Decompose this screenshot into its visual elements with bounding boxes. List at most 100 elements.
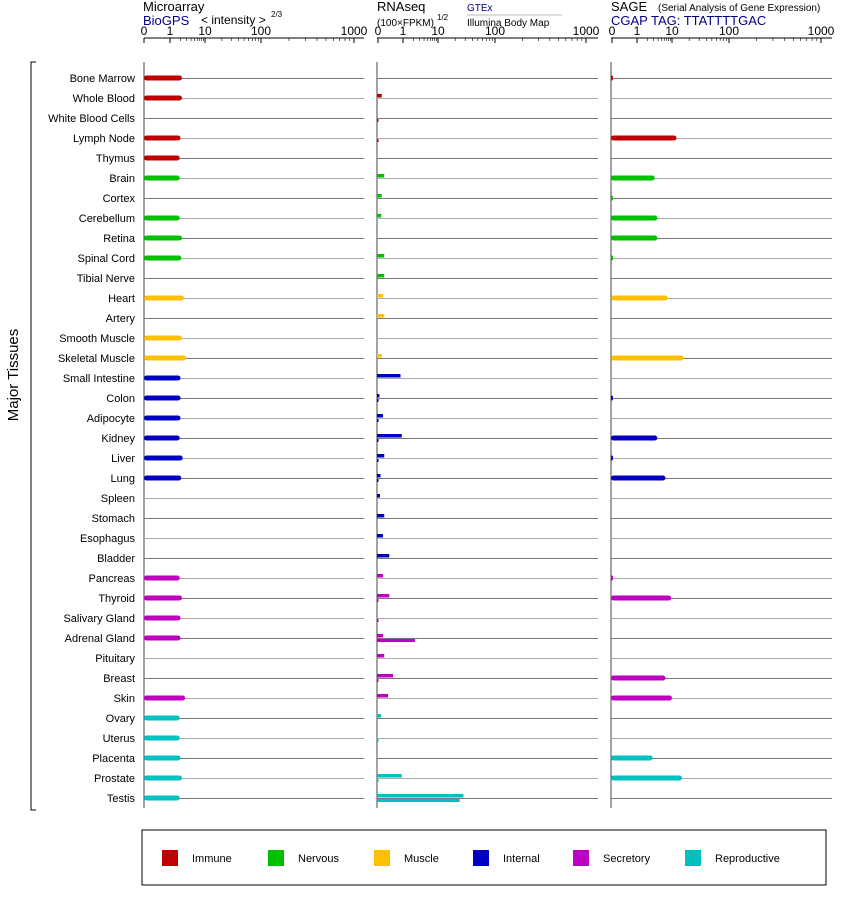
microarray-bar <box>144 455 183 461</box>
major-tissues-label: Major Tissues <box>5 329 22 422</box>
bodymap-bar <box>377 439 379 442</box>
legend-label-internal: Internal <box>503 853 540 865</box>
tissue-label: Uterus <box>103 733 136 745</box>
bodymap-bar <box>377 399 379 402</box>
tissue-label: Lung <box>111 473 135 485</box>
tissue-label: Stomach <box>92 513 135 525</box>
gtex-bar <box>377 794 464 798</box>
microarray-bar <box>144 75 182 81</box>
legend-swatch-nervous <box>268 850 284 866</box>
legend-label-secretory: Secretory <box>603 853 651 865</box>
gtex-bar <box>377 574 383 578</box>
microarray-bar <box>144 735 180 741</box>
sage-bar <box>611 695 672 701</box>
microarray-bar <box>144 375 181 381</box>
sage-bar <box>611 175 655 181</box>
panels-layer: Bone Marrow Whole Blood White Blood Cells L… <box>48 24 835 808</box>
sage-bar <box>611 395 613 401</box>
rnaseq-unit-label: (100×FPKM) <box>377 18 434 29</box>
tissue-label: Lymph Node <box>73 133 135 145</box>
tissue-label: Cerebellum <box>79 213 135 225</box>
rnaseq-source-gtex: GTEx <box>467 3 493 14</box>
gtex-bar <box>377 194 382 198</box>
gtex-bar <box>377 354 382 358</box>
sage-bar <box>611 755 653 761</box>
tissue-label: Cortex <box>103 193 136 205</box>
legend-label-immune: Immune <box>192 853 232 865</box>
legend-label-nervous: Nervous <box>298 853 339 865</box>
gtex-bar <box>377 314 385 318</box>
rnaseq-tick-label: 1000 <box>573 24 600 38</box>
microarray-bar <box>144 415 181 421</box>
microarray-bar <box>144 255 182 261</box>
sage-bar <box>611 75 613 81</box>
gtex-bar <box>377 674 393 678</box>
tissue-label: Skin <box>114 693 135 705</box>
gtex-bar <box>377 534 383 538</box>
microarray-scale-label: < intensity > <box>201 13 266 27</box>
tissue-label: Thyroid <box>98 593 135 605</box>
sage-bar <box>611 595 672 601</box>
tissue-label: Bone Marrow <box>70 73 135 85</box>
gtex-bar <box>377 554 390 558</box>
microarray-bar <box>144 395 181 401</box>
sage-tick-label: 1 <box>634 24 641 38</box>
sage-bar <box>611 435 658 441</box>
microarray-bar <box>144 135 181 141</box>
microarray-bar <box>144 175 180 181</box>
bodymap-bar <box>377 419 379 422</box>
bodymap-bar <box>377 739 379 742</box>
microarray-source: BioGPS <box>143 13 190 28</box>
gtex-bar <box>377 494 380 498</box>
microarray-bar <box>144 775 182 781</box>
sage-bar <box>611 675 666 681</box>
microarray-bar <box>144 295 184 301</box>
tissue-label: Thymus <box>96 153 136 165</box>
sage-bar <box>611 195 613 201</box>
gtex-bar <box>377 394 380 398</box>
tissue-label: Retina <box>103 233 136 245</box>
sage-bar <box>611 475 666 481</box>
microarray-tick-label: 1000 <box>341 24 368 38</box>
microarray-tick-label: 1 <box>167 24 174 38</box>
sage-bar <box>611 215 658 221</box>
sage-bar <box>611 255 613 261</box>
gtex-bar <box>377 514 385 518</box>
tissue-label: Spleen <box>101 493 135 505</box>
gtex-bar <box>377 654 385 658</box>
tissue-label: Spinal Cord <box>78 253 135 265</box>
legend: Immune Nervous Muscle Internal Secretory Repr… <box>162 850 780 866</box>
tissue-label: Adipocyte <box>87 413 135 425</box>
bodymap-bar <box>377 459 379 462</box>
sage-bar <box>611 455 613 461</box>
gtex-bar <box>377 774 402 778</box>
tissue-label: Small Intestine <box>63 373 135 385</box>
tissue-label: Salivary Gland <box>63 613 135 625</box>
tissue-label: Testis <box>107 793 136 805</box>
sage-tick-label: 100 <box>719 24 739 38</box>
gtex-bar <box>377 94 382 98</box>
bodymap-bar <box>377 779 379 782</box>
bodymap-bar <box>377 479 379 482</box>
sage-bar <box>611 235 658 241</box>
gtex-bar <box>377 474 381 478</box>
tissue-label: Placenta <box>92 753 136 765</box>
microarray-tick-label: 10 <box>198 24 212 38</box>
rnaseq-tick-label: 10 <box>431 24 445 38</box>
rnaseq-unit-power: 1/2 <box>437 13 449 22</box>
tissue-label: Brain <box>109 173 135 185</box>
bodymap-bar <box>377 619 379 622</box>
tissue-label: Kidney <box>101 433 135 445</box>
sage-tag-label: CGAP TAG: TTATTTTGAC <box>611 13 766 28</box>
tissue-label: Esophagus <box>80 533 136 545</box>
tissue-label: Ovary <box>106 713 136 725</box>
rnaseq-tick-label: 0 <box>375 24 382 38</box>
microarray-bar <box>144 95 182 101</box>
tissue-label: Pituitary <box>95 653 135 665</box>
tissue-label: White Blood Cells <box>48 113 135 125</box>
microarray-bar <box>144 215 180 221</box>
gtex-bar <box>377 254 385 258</box>
tissue-label: Artery <box>106 313 136 325</box>
gtex-bar <box>377 294 383 298</box>
